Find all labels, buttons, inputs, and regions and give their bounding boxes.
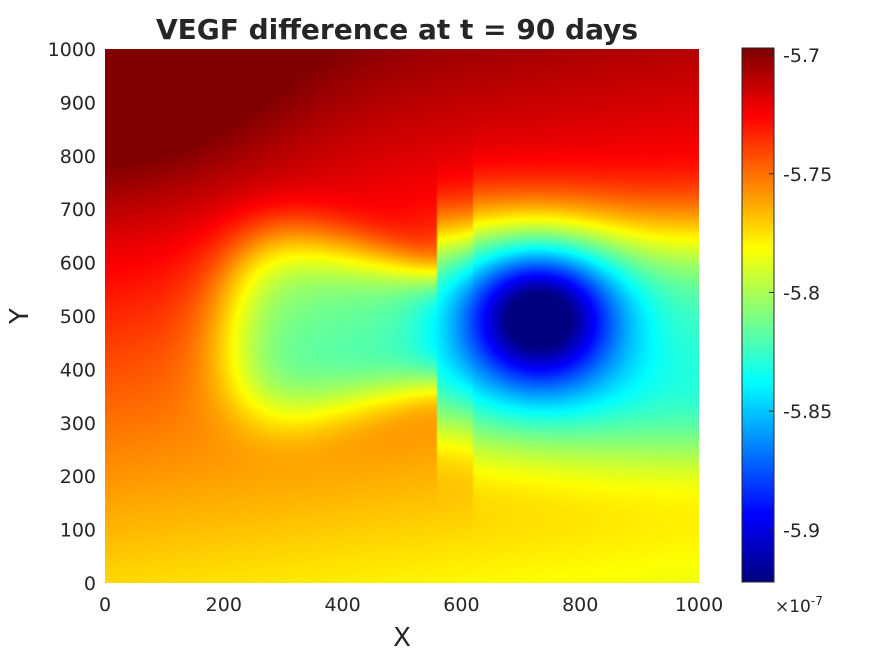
colorbar-exponent-base: ×10 xyxy=(775,597,811,617)
y-tick-label: 100 xyxy=(60,520,96,542)
x-axis-label: X xyxy=(393,623,411,653)
y-axis: 0 100 200 300 400 500 600 700 800 900 1000 xyxy=(48,39,96,595)
colorbar-tick-label: -5.8 xyxy=(783,282,820,304)
x-axis: 0 200 400 600 800 1000 xyxy=(99,594,723,616)
colorbar-exponent: ×10-7 xyxy=(775,594,823,617)
y-tick-label: 200 xyxy=(60,466,96,488)
y-tick-label: 800 xyxy=(60,146,96,168)
x-tick-label: 1000 xyxy=(675,594,723,616)
y-tick-label: 0 xyxy=(84,573,96,595)
colorbar-tick-label: -5.7 xyxy=(783,45,820,67)
colorbar-tick-label: -5.85 xyxy=(783,401,832,423)
y-tick-label: 1000 xyxy=(48,39,96,61)
y-tick-label: 400 xyxy=(60,359,96,381)
colorbar-tick-label: -5.9 xyxy=(783,520,820,542)
colorbar-exponent-power: -7 xyxy=(811,594,823,608)
y-tick-label: 600 xyxy=(60,253,96,275)
y-tick-label: 300 xyxy=(60,413,96,435)
colorbar-axis: -5.9 -5.85 -5.8 -5.75 -5.7 xyxy=(769,45,832,542)
x-tick-label: 200 xyxy=(206,594,242,616)
y-tick-label: 700 xyxy=(60,199,96,221)
y-tick-label: 500 xyxy=(60,306,96,328)
y-tick-label: 900 xyxy=(60,92,96,114)
colorbar-tick-label: -5.75 xyxy=(783,164,832,186)
chart-title: VEGF difference at t = 90 days xyxy=(156,13,638,46)
x-tick-label: 600 xyxy=(443,594,479,616)
colorbar-frame xyxy=(741,47,775,583)
x-tick-label: 400 xyxy=(324,594,360,616)
heatmap-image xyxy=(105,49,699,583)
colorbar-image xyxy=(742,48,774,582)
x-tick-label: 0 xyxy=(99,594,111,616)
y-axis-label: Y xyxy=(5,308,35,325)
x-tick-label: 800 xyxy=(562,594,598,616)
